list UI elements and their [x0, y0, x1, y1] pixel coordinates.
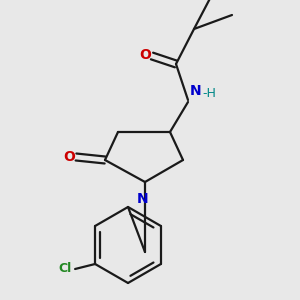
Text: N: N	[190, 84, 202, 98]
Text: Cl: Cl	[58, 262, 72, 275]
Text: O: O	[139, 48, 151, 62]
Text: N: N	[137, 192, 149, 206]
Text: O: O	[63, 150, 75, 164]
Text: -H: -H	[202, 87, 216, 100]
